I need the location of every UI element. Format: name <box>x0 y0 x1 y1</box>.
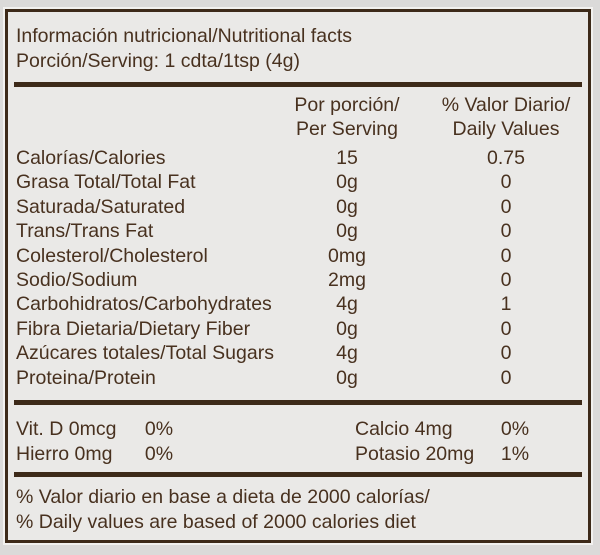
column-headers: Por porción/ Per Serving % Valor Diario/… <box>16 93 580 141</box>
micronutrients-section: Vit. D 0mcg 0% Calcio 4mg 0% Hierro 0mg … <box>8 405 588 467</box>
table-row: Colesterol/Cholesterol 0mg 0 <box>16 244 580 268</box>
micronutrient-name: Calcio 4mg <box>355 418 453 441</box>
spacer <box>190 417 355 442</box>
nutrient-dv: 0 <box>500 195 512 218</box>
nutrient-amount: 15 <box>336 147 358 169</box>
daily-value-header: % Valor Diario/ Daily Values <box>441 94 571 140</box>
nutrient-name: Sodio/Sodium <box>16 269 138 292</box>
table-row: Calorías/Calories 15 0.75 <box>16 146 580 170</box>
micronutrient-dv: 0% <box>144 443 174 466</box>
nutrient-name: Trans/Trans Fat <box>16 220 154 243</box>
nutrient-dv: 0.75 <box>487 147 525 169</box>
nutrient-rows: Calorías/Calories 15 0.75 Grasa Total/To… <box>16 146 580 390</box>
micronutrient-dv: 1% <box>500 443 530 466</box>
micronutrient-dv: 0% <box>144 418 174 441</box>
nutrient-amount: 0g <box>336 220 358 243</box>
micronutrient-name: Hierro 0mg <box>16 443 113 466</box>
divider-top <box>14 82 582 87</box>
table-row: Proteina/Protein 0g 0 <box>16 366 580 390</box>
nutrition-facts-label: Información nutricional/Nutritional fact… <box>5 9 591 543</box>
table-row: Saturada/Saturated 0g 0 <box>16 195 580 219</box>
nutrient-amount: 4g <box>336 342 358 365</box>
nutrient-name: Fibra Dietaria/Dietary Fiber <box>16 317 251 340</box>
nutrient-name: Saturada/Saturated <box>16 195 186 218</box>
table-row: Grasa Total/Total Fat 0g 0 <box>16 170 580 194</box>
table-row: Carbohidratos/Carbohydrates 4g 1 <box>16 292 580 316</box>
nutrient-name: Colesterol/Cholesterol <box>16 244 208 267</box>
footnote-line-en: % Daily values are based of 2000 calorie… <box>16 511 416 534</box>
nutrient-name: Carbohidratos/Carbohydrates <box>16 293 272 316</box>
nutrient-amount: 0g <box>336 366 358 389</box>
label-header: Información nutricional/Nutritional fact… <box>8 12 588 82</box>
nutrient-amount: 0g <box>336 317 358 340</box>
nutrients-table: Por porción/ Per Serving % Valor Diario/… <box>8 87 588 390</box>
micronutrient-name: Vit. D 0mcg <box>16 418 117 441</box>
nutrient-name: Calorías/Calories <box>16 147 166 169</box>
nutrient-name: Grasa Total/Total Fat <box>16 171 196 194</box>
spacer <box>190 442 355 467</box>
nutrient-amount: 0g <box>336 171 358 194</box>
micronutrient-row: Hierro 0mg 0% Potasio 20mg 1% <box>16 442 580 467</box>
per-serving-header: Por porción/ Per Serving <box>294 94 400 140</box>
micronutrient-name: Potasio 20mg <box>355 443 475 466</box>
micronutrient-dv: 0% <box>500 418 530 441</box>
nutrient-dv: 0 <box>500 244 512 267</box>
nutrient-dv: 1 <box>500 293 512 316</box>
nutrient-dv: 0 <box>500 366 512 389</box>
nutrient-dv: 0 <box>500 317 512 340</box>
nutrient-dv: 0 <box>500 342 512 365</box>
nutrient-dv: 0 <box>500 220 512 243</box>
serving-size: Porción/Serving: 1 cdta/1tsp (4g) <box>16 50 300 72</box>
empty-header-cell <box>16 93 262 141</box>
micronutrient-row: Vit. D 0mcg 0% Calcio 4mg 0% <box>16 417 580 442</box>
divider-middle <box>14 400 582 406</box>
nutrient-dv: 0 <box>500 171 512 194</box>
daily-value-footnote: % Valor diario en base a dieta de 2000 c… <box>8 477 588 535</box>
nutrient-amount: 4g <box>336 293 358 316</box>
table-row: Sodio/Sodium 2mg 0 <box>16 268 580 292</box>
nutrient-dv: 0 <box>500 269 512 292</box>
footnote-line-es: % Valor diario en base a dieta de 2000 c… <box>16 486 430 509</box>
nutrient-amount: 0g <box>336 195 358 218</box>
nutrient-name: Proteina/Protein <box>16 366 156 389</box>
label-title: Información nutricional/Nutritional fact… <box>16 25 352 47</box>
nutrient-name: Azúcares totales/Total Sugars <box>16 342 274 365</box>
divider-bottom <box>14 472 582 478</box>
nutrient-amount: 2mg <box>328 269 366 292</box>
table-row: Fibra Dietaria/Dietary Fiber 0g 0 <box>16 317 580 341</box>
table-row: Trans/Trans Fat 0g 0 <box>16 219 580 243</box>
table-row: Azúcares totales/Total Sugars 4g 0 <box>16 341 580 365</box>
nutrient-amount: 0mg <box>328 244 366 267</box>
